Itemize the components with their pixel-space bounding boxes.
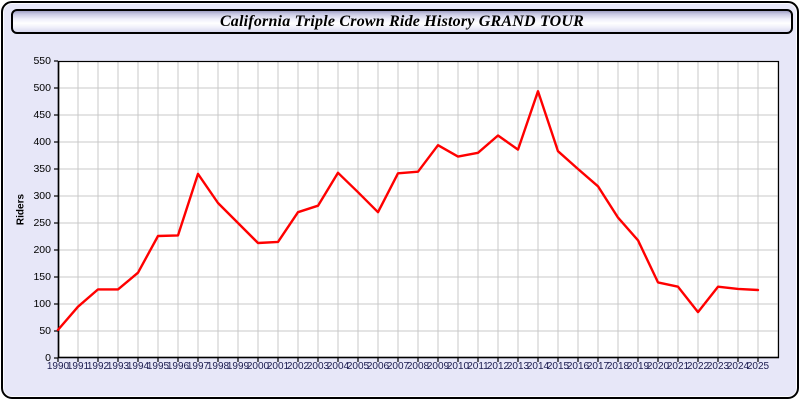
x-tick-label: 2008 <box>406 361 430 372</box>
y-tick-label: 50 <box>39 325 51 337</box>
x-tick-label: 2024 <box>726 361 750 372</box>
x-tick-label: 2011 <box>467 361 489 372</box>
y-tick-label: 400 <box>33 136 51 148</box>
x-tick-label: 2015 <box>546 361 570 372</box>
x-tick-label: 1999 <box>226 361 250 372</box>
x-tick-label: 1991 <box>66 361 90 372</box>
x-tick-label: 2005 <box>346 361 370 372</box>
x-tick-label: 2003 <box>306 361 330 372</box>
x-tick-label: 2012 <box>486 361 510 372</box>
y-tick-label: 450 <box>33 109 51 121</box>
x-tick-label: 2025 <box>746 361 770 372</box>
x-tick-label: 2018 <box>606 361 630 372</box>
x-tick-label: 2013 <box>506 361 530 372</box>
x-tick-label: 2021 <box>666 361 690 372</box>
y-tick-label: 550 <box>33 55 51 67</box>
title-bar: California Triple Crown Ride History GRA… <box>11 9 793 34</box>
x-tick-label: 2020 <box>646 361 670 372</box>
x-tick-label: 2004 <box>326 361 350 372</box>
x-tick-label: 2000 <box>246 361 270 372</box>
x-tick-label: 2006 <box>366 361 390 372</box>
x-tick-label: 1995 <box>146 361 170 372</box>
y-tick-label: 0 <box>45 352 51 364</box>
y-tick-label: 300 <box>33 190 51 202</box>
y-tick-label: 250 <box>33 217 51 229</box>
y-tick-label: 350 <box>33 163 51 175</box>
x-tick-label: 2023 <box>706 361 730 372</box>
x-tick-label: 1996 <box>166 361 190 372</box>
x-tick-label: 2019 <box>626 361 650 372</box>
riders-line-chart <box>54 60 780 362</box>
x-tick-label: 2007 <box>386 361 410 372</box>
x-tick-label: 2017 <box>586 361 610 372</box>
x-tick-label: 1993 <box>106 361 130 372</box>
x-tick-label: 2016 <box>566 361 590 372</box>
x-tick-label: 1994 <box>126 361 150 372</box>
x-tick-label: 2001 <box>266 361 290 372</box>
x-tick-label: 1992 <box>86 361 110 372</box>
page-title: California Triple Crown Ride History GRA… <box>219 12 585 30</box>
y-tick-label: 500 <box>33 82 51 94</box>
x-tick-label: 2009 <box>426 361 450 372</box>
x-tick-label: 2022 <box>686 361 710 372</box>
y-tick-label: 100 <box>33 298 51 310</box>
x-tick-label: 2014 <box>526 361 550 372</box>
y-tick-label: 150 <box>33 271 51 283</box>
x-tick-label: 1990 <box>46 361 70 372</box>
x-tick-label: 1998 <box>206 361 230 372</box>
x-tick-label: 1997 <box>186 361 210 372</box>
y-tick-label: 200 <box>33 244 51 256</box>
riders-series-line <box>56 90 760 332</box>
x-tick-label: 2010 <box>446 361 470 372</box>
x-tick-label: 2002 <box>286 361 310 372</box>
